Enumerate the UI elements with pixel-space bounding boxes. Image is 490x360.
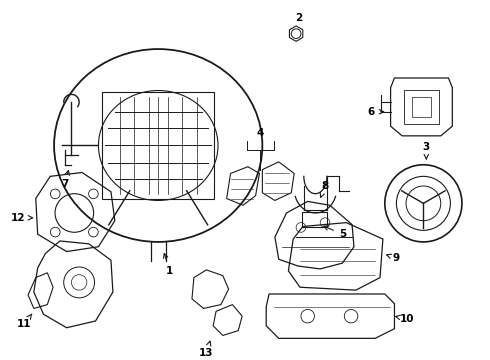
Text: 13: 13: [199, 341, 214, 358]
Text: 8: 8: [320, 181, 329, 197]
Text: 1: 1: [164, 253, 173, 276]
Text: 3: 3: [423, 143, 430, 159]
Text: 10: 10: [395, 314, 414, 324]
Text: 2: 2: [295, 13, 303, 23]
Text: 12: 12: [11, 213, 32, 223]
Text: 4: 4: [257, 128, 264, 138]
Text: 7: 7: [61, 171, 70, 189]
Text: 5: 5: [324, 226, 346, 239]
Text: 6: 6: [368, 107, 384, 117]
Text: 11: 11: [17, 314, 32, 329]
Text: 9: 9: [387, 253, 400, 263]
